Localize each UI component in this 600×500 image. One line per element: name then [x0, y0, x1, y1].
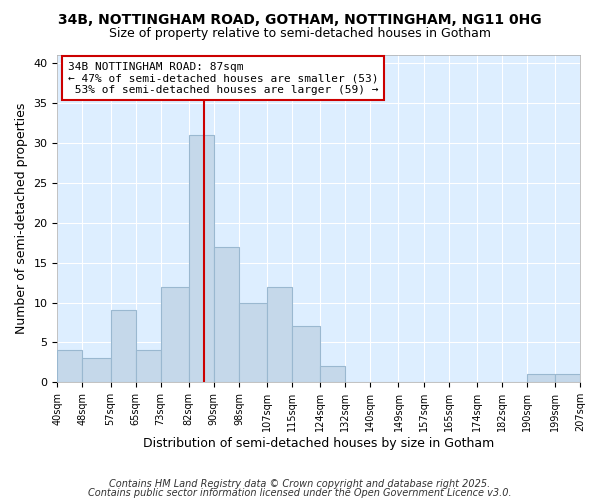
- Text: Size of property relative to semi-detached houses in Gotham: Size of property relative to semi-detach…: [109, 28, 491, 40]
- Bar: [58, 350, 82, 382]
- Text: 34B, NOTTINGHAM ROAD, GOTHAM, NOTTINGHAM, NG11 0HG: 34B, NOTTINGHAM ROAD, GOTHAM, NOTTINGHAM…: [58, 12, 542, 26]
- Bar: [239, 302, 267, 382]
- Bar: [214, 246, 239, 382]
- X-axis label: Distribution of semi-detached houses by size in Gotham: Distribution of semi-detached houses by …: [143, 437, 494, 450]
- Text: Contains public sector information licensed under the Open Government Licence v3: Contains public sector information licen…: [88, 488, 512, 498]
- Bar: [320, 366, 346, 382]
- Text: 34B NOTTINGHAM ROAD: 87sqm
← 47% of semi-detached houses are smaller (53)
 53% o: 34B NOTTINGHAM ROAD: 87sqm ← 47% of semi…: [68, 62, 379, 94]
- Bar: [292, 326, 320, 382]
- Bar: [82, 358, 110, 382]
- Bar: [110, 310, 136, 382]
- Y-axis label: Number of semi-detached properties: Number of semi-detached properties: [15, 103, 28, 334]
- Bar: [527, 374, 555, 382]
- Text: Contains HM Land Registry data © Crown copyright and database right 2025.: Contains HM Land Registry data © Crown c…: [109, 479, 491, 489]
- Bar: [267, 286, 292, 382]
- Bar: [555, 374, 580, 382]
- Bar: [161, 286, 189, 382]
- Bar: [136, 350, 161, 382]
- Bar: [189, 135, 214, 382]
